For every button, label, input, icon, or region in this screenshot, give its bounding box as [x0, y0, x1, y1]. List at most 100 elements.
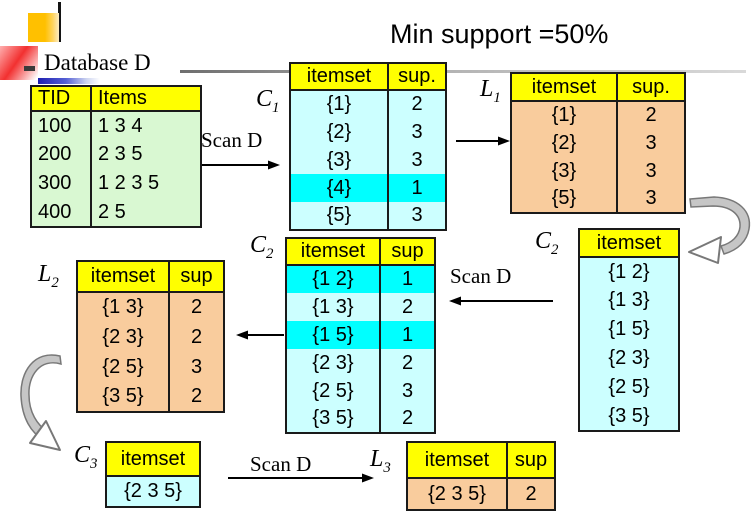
table-cell: {1 5} — [286, 321, 380, 349]
table-header-row: itemset sup. — [511, 73, 685, 102]
database-table: TID Items 100 1 3 4 200 2 3 5 300 1 2 3 5 400 2 5 — [30, 85, 202, 228]
table-cell: 3 — [379, 377, 435, 405]
table-cell: 2 — [387, 90, 446, 118]
c1-to-l1-arrow-icon — [456, 136, 510, 146]
table-cell: {1 3} — [579, 286, 679, 315]
table-cell: 3 — [616, 157, 685, 185]
c2-label-right: C2 — [535, 228, 559, 258]
table-cell: 3 — [616, 129, 685, 157]
table-cell: 2 5 — [90, 198, 201, 227]
table-row: {2 3} 2 — [286, 349, 435, 377]
c1-label: C1 — [256, 86, 280, 116]
table-row: {3} 3 — [290, 146, 446, 174]
table-row: {2 3} 2 — [77, 322, 224, 352]
c3-scan-arrow-right-icon — [228, 473, 374, 483]
decoration-vertical-line — [58, 2, 61, 42]
table-cell: 2 — [168, 322, 224, 352]
column-header: itemset — [579, 229, 679, 258]
table-row: {2 3 5} — [106, 476, 200, 507]
table-header-row: TID Items — [31, 86, 201, 112]
table-cell: 2 — [168, 292, 224, 322]
table-cell: {2} — [511, 129, 617, 157]
table-cell: {4} — [290, 174, 388, 202]
table-cell: 2 3 5 — [90, 140, 201, 169]
table-cell: 200 — [31, 140, 91, 169]
table-cell: {5} — [290, 202, 388, 230]
decoration-yellow-square — [28, 13, 59, 42]
table-row: 200 2 3 5 — [31, 140, 201, 169]
scan-d-arrow-right-icon — [202, 160, 280, 170]
column-header: itemset — [286, 238, 380, 266]
decoration-red-square — [0, 46, 38, 80]
table-row: {1 5} — [579, 315, 679, 344]
table-cell: {2 3 5} — [407, 478, 507, 510]
table-cell: {2 5} — [286, 377, 380, 405]
table-row: {3} 3 — [511, 157, 685, 185]
table-row: {1 3} — [579, 286, 679, 315]
column-header: sup — [506, 442, 555, 479]
table-cell: 1 3 4 — [90, 111, 201, 140]
l1-table: itemset sup. {1} 2 {2} 3 {3} 3 {5} 3 — [510, 72, 686, 214]
table-cell: 1 — [387, 174, 446, 202]
column-header: sup. — [616, 73, 685, 102]
table-cell: {1 2} — [579, 257, 679, 286]
table-row: 400 2 5 — [31, 198, 201, 227]
decoration-blue-bar — [38, 78, 100, 84]
table-row: {2 3 5} 2 — [407, 478, 555, 510]
table-cell: 2 — [616, 101, 685, 129]
table-row: {1} 2 — [511, 101, 685, 129]
table-header-row: itemset — [106, 442, 200, 477]
min-support-label: Min support =50% — [390, 19, 609, 49]
table-cell: 3 — [616, 185, 685, 213]
table-cell: {3 5} — [286, 405, 380, 433]
table-row: {2 5} 3 — [77, 352, 224, 382]
table-header-row: itemset sup — [286, 238, 435, 266]
table-cell: {1} — [511, 101, 617, 129]
table-row: {4} 1 — [290, 174, 446, 202]
table-cell: 1 — [379, 265, 435, 293]
table-cell: {2 3} — [77, 322, 169, 352]
table-header-row: itemset sup — [77, 261, 224, 293]
column-header: sup — [168, 261, 224, 293]
column-header: sup — [379, 238, 435, 266]
table-cell: {2 3} — [579, 344, 679, 373]
table-cell: 100 — [31, 111, 91, 140]
table-row: 100 1 3 4 — [31, 111, 201, 140]
l2-table: itemset sup {1 3} 2 {2 3} 2 {2 5} 3 {3 5} 2 — [76, 260, 225, 413]
l3-label: L3 — [370, 446, 391, 476]
table-cell: {1} — [290, 90, 388, 118]
table-header-row: itemset sup. — [290, 63, 446, 91]
table-cell: {1 3} — [77, 292, 169, 322]
table-cell: 300 — [31, 169, 91, 198]
table-row: {5} 3 — [511, 185, 685, 213]
c3-label: C3 — [74, 442, 98, 472]
table-cell: 3 — [387, 202, 446, 230]
curved-arrow-l2-to-c3-icon — [20, 354, 62, 451]
table-cell: {2 3} — [286, 349, 380, 377]
table-row: {1} 2 — [290, 90, 446, 118]
table-row: {1 3} 2 — [286, 293, 435, 321]
table-cell: 2 — [168, 382, 224, 412]
table-header-row: itemset — [579, 229, 679, 258]
table-cell: 3 — [168, 352, 224, 382]
table-cell: {3} — [290, 146, 388, 174]
scan-d-label-1: Scan D — [201, 128, 263, 152]
table-cell: {3 5} — [77, 382, 169, 412]
table-cell: {1 3} — [286, 293, 380, 321]
scan-d-label-3: Scan D — [250, 452, 312, 476]
table-cell: {2 3 5} — [106, 476, 200, 507]
decoration-bullet-dash — [24, 66, 35, 71]
table-row: {1 3} 2 — [77, 292, 224, 322]
table-cell: 400 — [31, 198, 91, 227]
table-row: 300 1 2 3 5 — [31, 169, 201, 198]
table-row: {2} 3 — [290, 118, 446, 146]
table-header-row: itemset sup — [407, 442, 555, 479]
l2-label: L2 — [38, 261, 59, 291]
c2-label-middle: C2 — [250, 232, 274, 262]
column-header: itemset — [77, 261, 169, 293]
table-cell: {1 5} — [579, 315, 679, 344]
column-header: itemset — [290, 63, 388, 91]
scan-d-label-2: Scan D — [450, 264, 512, 288]
table-row: {1 5} 1 — [286, 321, 435, 349]
